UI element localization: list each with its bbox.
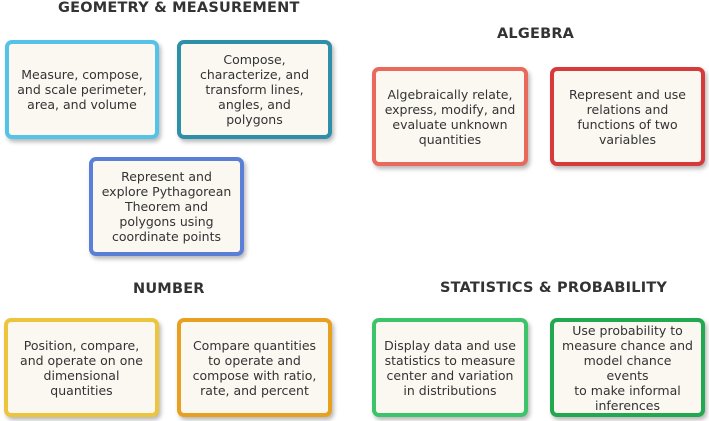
geometry-card-measure-compose-scale: Measure, compose, and scale perimeter, a… (5, 40, 159, 139)
number-heading: NUMBER (133, 281, 205, 297)
card-text: Represent and explore Pythagorean Theore… (101, 169, 232, 244)
algebra-card-relations-functions: Represent and use relations and function… (550, 67, 705, 166)
card-text: Use probability to measure chance and mo… (562, 322, 693, 413)
algebra-card-unknown-quantities: Algebraically relate, express, modify, a… (372, 67, 528, 166)
card-text: Position, compare, and operate on one di… (20, 337, 143, 398)
statistics-card-probability-inferences: Use probability to measure chance and mo… (550, 318, 705, 417)
card-text: Algebraically relate, express, modify, a… (384, 86, 516, 147)
number-card-one-dimensional: Position, compare, and operate on one di… (4, 318, 159, 417)
card-text: Compare quantities to operate and compos… (192, 337, 317, 398)
statistics-card-distributions: Display data and use statistics to measu… (372, 318, 528, 417)
card-text: Compose, characterize, and transform lin… (199, 52, 310, 127)
geometry-card-pythagorean-coordinate: Represent and explore Pythagorean Theore… (89, 157, 244, 256)
geometry-card-lines-angles-polygons: Compose, characterize, and transform lin… (177, 40, 332, 139)
algebra-heading: ALGEBRA (497, 26, 575, 42)
statistics-probability-heading: STATISTICS & PROBABILITY (440, 280, 668, 296)
number-card-ratio-rate-percent: Compare quantities to operate and compos… (177, 318, 332, 417)
card-text: Display data and use statistics to measu… (384, 337, 516, 398)
geometry-measurement-heading: GEOMETRY & MEASUREMENT (58, 0, 300, 16)
card-text: Measure, compose, and scale perimeter, a… (17, 67, 147, 112)
card-text: Represent and use relations and function… (569, 86, 686, 147)
